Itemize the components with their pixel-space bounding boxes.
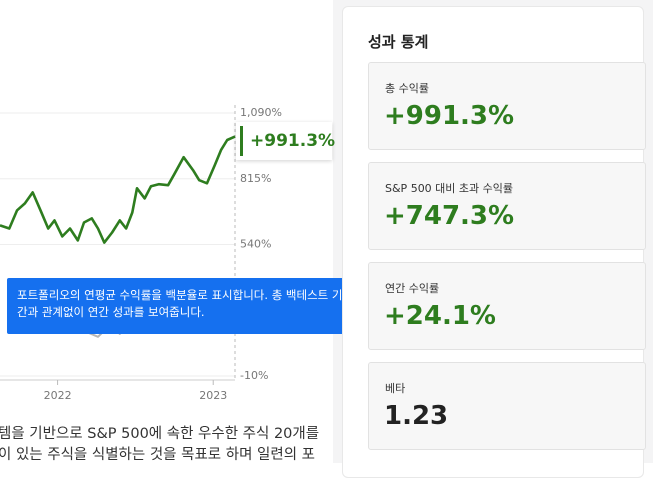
y-tick-label: 1,090%	[240, 106, 282, 119]
stat-label: 총 수익률	[385, 82, 429, 95]
stats-card: 성과 통계 총 수익률 +991.3% S&P 500 대비 초과 수익률 +747.…	[342, 6, 646, 478]
stat-value: +747.3%	[384, 201, 515, 231]
stat-label: 베타	[385, 382, 406, 395]
chart: 1,090% 815% 540% -10% 2022 2023	[0, 105, 282, 402]
stat-label: S&P 500 대비 초과 수익률	[385, 182, 514, 195]
body-line: 템을 기반으로 S&P 500에 속한 우수한 주식 20개를	[0, 426, 320, 442]
series-line	[0, 135, 236, 244]
end-label-box: +991.3%	[236, 122, 336, 160]
stat-box: 총 수익률 +991.3%	[368, 62, 646, 150]
x-tick-label: 2022	[44, 389, 72, 402]
stat-box: S&P 500 대비 초과 수익률 +747.3%	[368, 162, 646, 250]
end-label-bar	[240, 126, 243, 156]
stat-value: 1.23	[384, 401, 449, 431]
stat-value: +991.3%	[384, 101, 515, 131]
stats-title: 성과 통계	[368, 33, 429, 51]
end-label: +991.3%	[250, 131, 336, 151]
y-tick-label: -10%	[240, 369, 268, 382]
x-tick-label: 2023	[199, 389, 227, 402]
stat-box: 연간 수익률 +24.1%	[368, 262, 646, 350]
body-text: 템을 기반으로 S&P 500에 속한 우수한 주식 20개를 이 있는 주식을…	[0, 424, 319, 466]
stat-value: +24.1%	[384, 301, 496, 331]
tooltip: 포트폴리오의 연평균 수익률을 백분율로 표시합니다. 총 백테스트 기간과 관…	[7, 278, 363, 334]
body-line: 이 있는 주식을 식별하는 것을 목표로 하며 일련의 포	[0, 447, 316, 463]
stat-label: 연간 수익률	[385, 282, 440, 295]
stat-box: 베타 1.23	[368, 362, 646, 450]
y-tick-label: 540%	[240, 238, 271, 251]
y-tick-label: 815%	[240, 172, 271, 185]
